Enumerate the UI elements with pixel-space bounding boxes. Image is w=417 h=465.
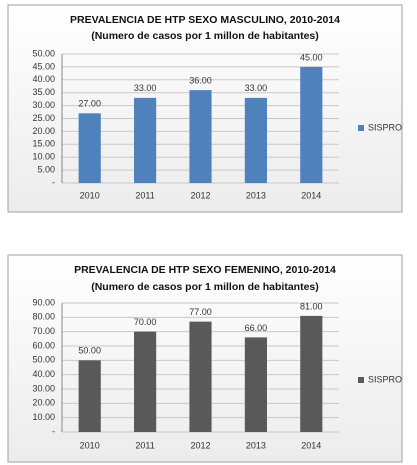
x-tick-label: 2010 <box>80 190 100 200</box>
x-tick-label: 2010 <box>80 440 100 450</box>
y-tick-label: 80.00 <box>32 312 55 322</box>
y-tick-label: 20.00 <box>32 398 55 408</box>
legend-label: SISPRO <box>368 122 402 132</box>
y-tick-label: 60.00 <box>32 340 55 350</box>
y-tick-label: 30.00 <box>32 100 55 110</box>
y-tick-label: 90.00 <box>32 297 55 307</box>
x-tick-label: 2011 <box>135 190 154 200</box>
bar <box>244 337 267 432</box>
y-tick-label: 40.00 <box>32 369 55 379</box>
bar <box>189 90 212 183</box>
data-label: 33.00 <box>245 83 268 93</box>
y-tick-label: 10.00 <box>32 412 55 422</box>
data-label: 27.00 <box>78 99 101 109</box>
y-tick-label: 45.00 <box>32 61 55 71</box>
y-tick-label: 50.00 <box>32 48 55 58</box>
data-label: 81.00 <box>300 301 323 311</box>
bar <box>134 97 157 183</box>
y-tick-label: 10.00 <box>32 152 55 162</box>
data-label: 70.00 <box>134 317 157 327</box>
x-tick-label: 2011 <box>135 440 154 450</box>
data-label: 33.00 <box>134 83 157 93</box>
data-label: 45.00 <box>300 52 323 62</box>
x-tick-label: 2014 <box>301 440 321 450</box>
legend-label: SISPRO <box>368 374 402 384</box>
bar <box>300 66 323 183</box>
legend-swatch <box>358 125 364 131</box>
x-tick-label: 2013 <box>246 190 266 200</box>
x-tick-label: 2012 <box>190 190 210 200</box>
bar <box>78 113 101 183</box>
chart-subtitle: (Numero de casos por 1 millon de habitan… <box>91 281 319 293</box>
y-tick-label: 15.00 <box>32 139 55 149</box>
y-tick-label: 50.00 <box>32 355 55 365</box>
x-tick-label: 2013 <box>246 440 266 450</box>
data-label: 50.00 <box>78 346 101 356</box>
x-tick-label: 2014 <box>301 190 321 200</box>
y-tick-label: 5.00 <box>37 164 55 174</box>
legend-swatch <box>358 377 364 383</box>
x-tick-label: 2012 <box>190 440 210 450</box>
y-tick-label: - <box>52 426 55 436</box>
data-label: 36.00 <box>189 75 212 85</box>
y-tick-label: 40.00 <box>32 74 55 84</box>
bar <box>134 331 157 432</box>
chart-title: PREVALENCIA DE HTP SEXO MASCULINO, 2010-… <box>70 14 340 26</box>
bar <box>78 360 101 432</box>
y-tick-label: 70.00 <box>32 326 55 336</box>
data-label: 77.00 <box>189 307 212 317</box>
bar <box>300 315 323 432</box>
chart-subtitle: (Numero de casos por 1 millon de habitan… <box>91 30 319 42</box>
y-tick-label: 35.00 <box>32 87 55 97</box>
y-tick-label: 25.00 <box>32 113 55 123</box>
y-tick-label: - <box>52 177 55 187</box>
data-label: 66.00 <box>245 323 268 333</box>
bar <box>189 321 212 432</box>
y-tick-label: 30.00 <box>32 383 55 393</box>
bar <box>244 97 267 183</box>
chart-title: PREVALENCIA DE HTP SEXO FEMENINO, 2010-2… <box>74 264 336 276</box>
y-tick-label: 20.00 <box>32 126 55 136</box>
